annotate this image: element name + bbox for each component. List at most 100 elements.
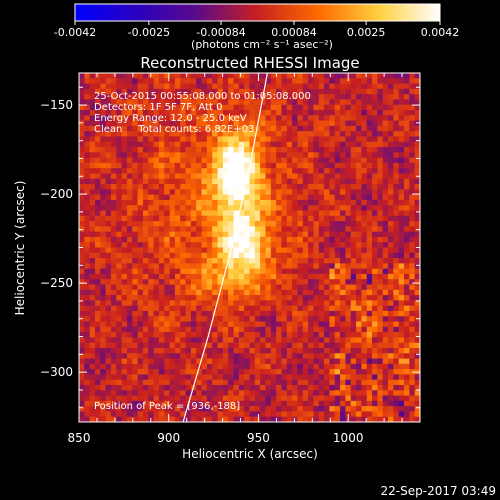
heatmap-cell [84,279,91,285]
heatmap-cell [132,273,139,280]
heatmap-cell [126,83,133,90]
heatmap-cell [388,273,394,280]
heatmap-cell [393,384,400,391]
heatmap-cell [201,342,208,349]
heatmap-cell [174,199,181,206]
heatmap-cell [94,78,101,84]
heatmap-cell [244,252,250,259]
heatmap-cell [404,110,410,116]
heatmap-cell [94,252,101,259]
heatmap-cell [244,400,250,407]
heatmap-cell [350,258,357,264]
heatmap-cell [137,231,144,238]
heatmap-cell [228,115,234,121]
heatmap-cell [153,400,160,407]
heatmap-cell [414,289,420,296]
heatmap-cell [79,258,85,264]
heatmap-cell [100,342,107,349]
heatmap-cell [265,125,272,132]
heatmap-cell [377,369,384,375]
heatmap-cell [286,78,293,84]
heatmap-cell [260,321,266,328]
heatmap-cell [302,268,309,275]
heatmap-cell [292,347,298,354]
heatmap-cell [137,374,144,381]
heatmap-cell [366,221,373,227]
heatmap-cell [372,221,378,227]
heatmap-cell [350,99,357,106]
heatmap-cell [308,147,314,153]
heatmap-cell [142,115,149,121]
heatmap-cell [222,300,229,307]
heatmap-cell [372,316,378,322]
heatmap-cell [350,358,357,365]
heatmap-cell [238,395,245,402]
heatmap-cell [201,215,208,222]
heatmap-cell [398,136,405,143]
heatmap-cell [121,326,128,333]
heatmap-cell [265,384,272,391]
heatmap-cell [222,168,229,174]
heatmap-cell [302,390,309,396]
heatmap-cell [94,411,101,418]
heatmap-cell [372,395,378,402]
heatmap-cell [388,310,394,317]
heatmap-cell [212,310,218,317]
heatmap-cell [110,94,117,100]
heatmap-cell [292,99,298,106]
heatmap-cell [190,178,197,185]
heatmap-cell [297,104,304,111]
heatmap-cell [292,94,298,100]
y-tick-label: −250 [40,276,73,290]
heatmap-cell [308,310,314,317]
heatmap-cell [324,194,330,201]
heatmap-cell [297,78,304,84]
heatmap-cell [137,300,144,307]
heatmap-cell [388,94,394,100]
heatmap-cell [169,221,176,227]
heatmap-cell [244,247,250,254]
heatmap-cell [409,205,416,211]
heatmap-cell [116,279,123,285]
heatmap-cell [89,273,96,280]
heatmap-cell [292,78,298,84]
heatmap-cell [372,353,378,359]
heatmap-cell [398,379,405,386]
heatmap-cell [110,215,117,222]
heatmap-cell [393,353,400,359]
heatmap-cell [84,78,91,84]
heatmap-cell [414,247,420,254]
heatmap-cell [228,184,234,190]
heatmap-cell [121,88,128,95]
heatmap-cell [238,173,245,180]
heatmap-cell [222,279,229,285]
heatmap-cell [270,88,277,95]
heatmap-cell [132,390,139,396]
heatmap-cell [249,94,256,100]
heatmap-cell [329,215,336,222]
heatmap-cell [174,316,181,322]
heatmap-cell [169,168,176,174]
heatmap-cell [190,78,197,84]
heatmap-cell [404,157,410,164]
heatmap-cell [361,152,368,159]
heatmap-cell [121,358,128,365]
heatmap-cell [308,125,314,132]
heatmap-cell [265,332,272,338]
heatmap-cell [329,258,336,264]
heatmap-cell [377,258,384,264]
heatmap-cell [158,258,165,264]
heatmap-cell [180,231,186,238]
heatmap-cell [244,215,250,222]
heatmap-cell [308,416,314,422]
heatmap-cell [388,279,394,285]
heatmap-cell [329,390,336,396]
heatmap-cell [89,110,96,116]
heatmap-cell [153,326,160,333]
heatmap-cell [137,252,144,259]
heatmap-cell [137,384,144,391]
heatmap-cell [254,321,261,328]
heatmap-cell [206,78,213,84]
heatmap-cell [372,369,378,375]
heatmap-cell [276,115,282,121]
